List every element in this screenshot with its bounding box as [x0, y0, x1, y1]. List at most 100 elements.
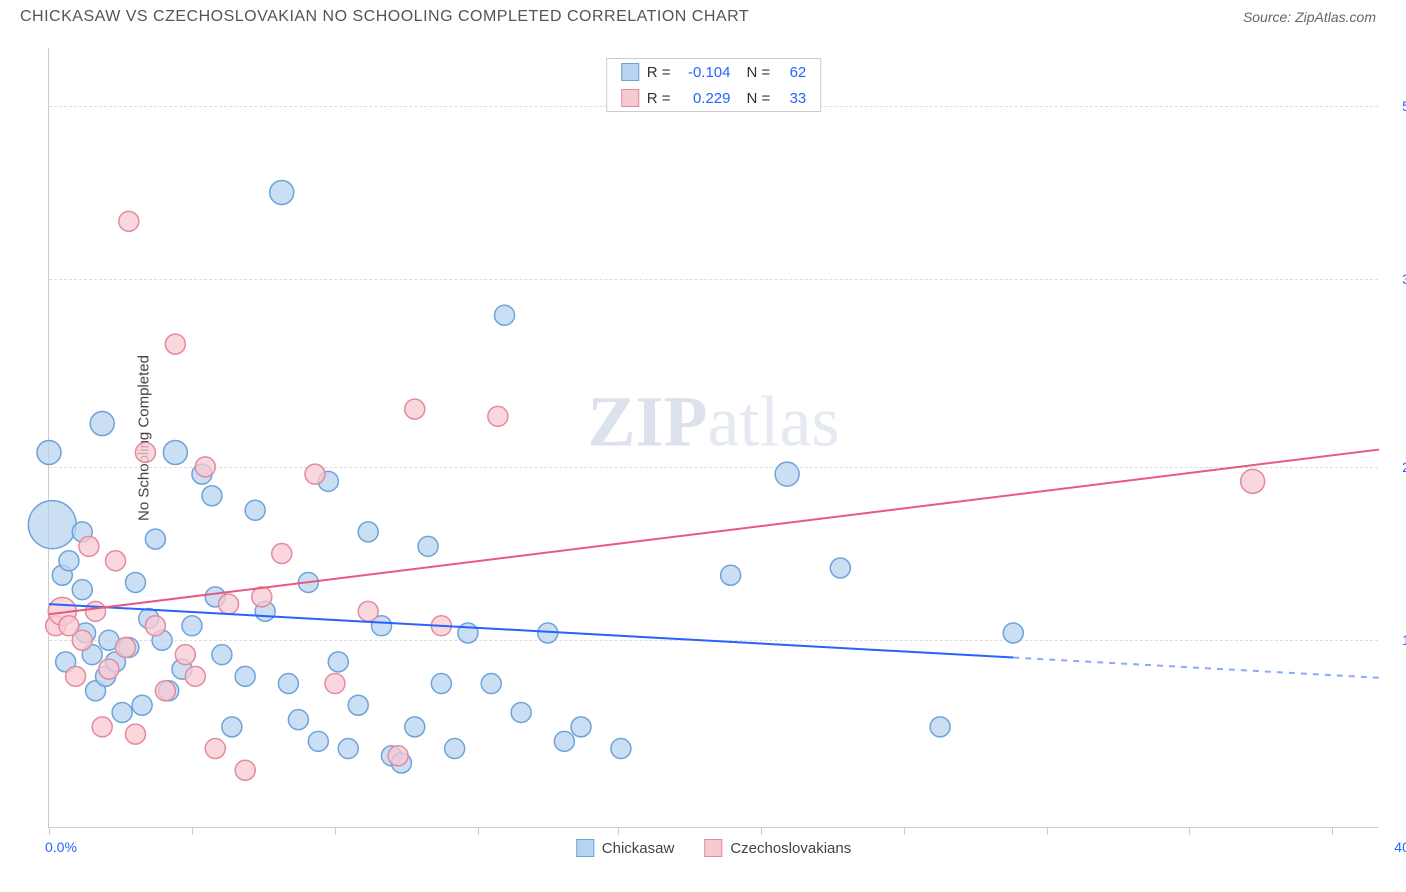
data-point — [348, 695, 368, 715]
x-tick — [1332, 827, 1333, 835]
data-point — [202, 486, 222, 506]
y-tick-label: 1.3% — [1402, 632, 1406, 648]
y-tick-label: 2.5% — [1402, 459, 1406, 475]
data-point — [1241, 469, 1265, 493]
data-point — [830, 558, 850, 578]
x-max-label: 40.0% — [1394, 839, 1406, 855]
data-point — [86, 601, 106, 621]
data-point — [145, 616, 165, 636]
data-point — [145, 529, 165, 549]
data-point — [195, 457, 215, 477]
swatch-chickasaw-bottom — [576, 839, 594, 857]
data-point — [288, 710, 308, 730]
data-point — [405, 717, 425, 737]
x-min-label: 0.0% — [45, 839, 77, 855]
legend-row-chickasaw: R = -0.104 N = 62 — [607, 59, 821, 85]
data-point — [125, 724, 145, 744]
data-point — [445, 739, 465, 759]
data-point — [175, 645, 195, 665]
data-point — [212, 645, 232, 665]
data-point — [155, 681, 175, 701]
swatch-czech-bottom — [704, 839, 722, 857]
x-tick — [192, 827, 193, 835]
data-point — [571, 717, 591, 737]
data-point — [72, 580, 92, 600]
data-point — [163, 440, 187, 464]
trend-line-extrapolated — [1013, 658, 1379, 678]
data-point — [99, 659, 119, 679]
data-point — [338, 739, 358, 759]
data-point — [270, 180, 294, 204]
data-point — [554, 731, 574, 751]
data-point — [418, 536, 438, 556]
x-tick — [1047, 827, 1048, 835]
chart-title: CHICKASAW VS CZECHOSLOVAKIAN NO SCHOOLIN… — [20, 8, 749, 26]
data-point — [481, 674, 501, 694]
x-tick — [904, 827, 905, 835]
data-point — [79, 536, 99, 556]
data-point — [495, 305, 515, 325]
chart-plot-area: No Schooling Completed ZIPatlas 1.3%2.5%… — [48, 48, 1378, 828]
y-tick-label: 5.0% — [1402, 98, 1406, 114]
x-tick — [618, 827, 619, 835]
data-point — [488, 406, 508, 426]
data-point — [112, 702, 132, 722]
n-value-czech: 33 — [778, 90, 806, 107]
data-point — [328, 652, 348, 672]
data-point — [106, 551, 126, 571]
x-tick — [1189, 827, 1190, 835]
data-point — [28, 501, 76, 549]
data-point — [135, 442, 155, 462]
data-point — [405, 399, 425, 419]
scatter-svg — [49, 48, 1378, 827]
data-point — [775, 462, 799, 486]
data-point — [115, 637, 135, 657]
data-point — [90, 412, 114, 436]
data-point — [37, 440, 61, 464]
legend-item-chickasaw: Chickasaw — [576, 839, 675, 857]
correlation-legend: R = -0.104 N = 62 R = 0.229 N = 33 — [606, 58, 822, 112]
swatch-czech — [621, 89, 639, 107]
swatch-chickasaw — [621, 63, 639, 81]
r-value-czech: 0.229 — [679, 90, 731, 107]
r-value-chickasaw: -0.104 — [679, 64, 731, 81]
data-point — [182, 616, 202, 636]
data-point — [305, 464, 325, 484]
x-tick — [761, 827, 762, 835]
data-point — [165, 334, 185, 354]
data-point — [92, 717, 112, 737]
data-point — [235, 760, 255, 780]
data-point — [325, 674, 345, 694]
data-point — [222, 717, 242, 737]
data-point — [119, 211, 139, 231]
data-point — [59, 551, 79, 571]
data-point — [431, 674, 451, 694]
trend-line — [49, 450, 1379, 615]
data-point — [219, 594, 239, 614]
data-point — [1003, 623, 1023, 643]
data-point — [252, 587, 272, 607]
legend-row-czech: R = 0.229 N = 33 — [607, 85, 821, 111]
data-point — [66, 666, 86, 686]
series-legend: Chickasaw Czechoslovakians — [576, 839, 851, 857]
chart-source: Source: ZipAtlas.com — [1243, 9, 1376, 25]
data-point — [272, 544, 292, 564]
data-point — [205, 739, 225, 759]
x-tick — [478, 827, 479, 835]
data-point — [125, 572, 145, 592]
data-point — [278, 674, 298, 694]
data-point — [358, 522, 378, 542]
data-point — [611, 739, 631, 759]
data-point — [511, 702, 531, 722]
x-tick — [335, 827, 336, 835]
data-point — [245, 500, 265, 520]
chart-header: CHICKASAW VS CZECHOSLOVAKIAN NO SCHOOLIN… — [0, 0, 1406, 30]
data-point — [930, 717, 950, 737]
data-point — [358, 601, 378, 621]
y-tick-label: 3.8% — [1402, 271, 1406, 287]
data-point — [72, 630, 92, 650]
data-point — [132, 695, 152, 715]
data-point — [721, 565, 741, 585]
data-point — [235, 666, 255, 686]
data-point — [388, 746, 408, 766]
